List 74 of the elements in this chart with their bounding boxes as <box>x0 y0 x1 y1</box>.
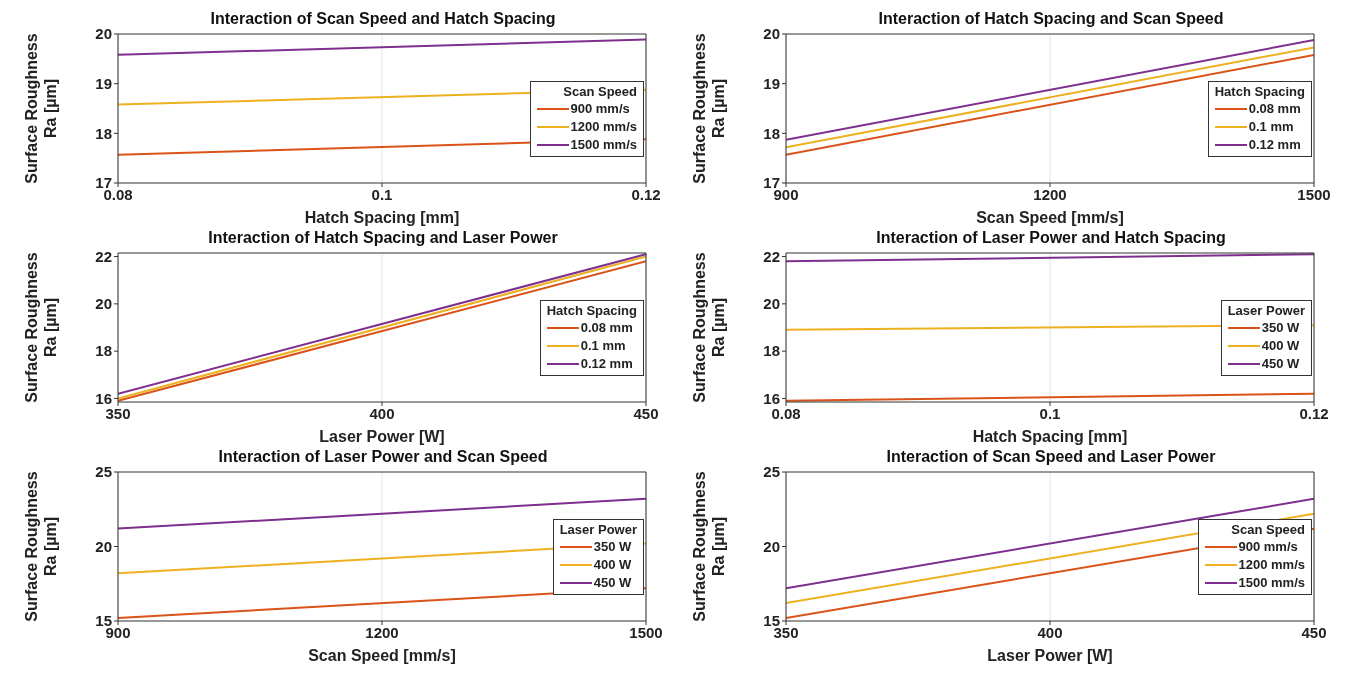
legend-title: Scan Speed <box>1230 522 1305 537</box>
y-tick-label: 20 <box>763 537 780 555</box>
legend-label: 1500 mm/s <box>570 136 637 154</box>
y-tick-label: 20 <box>95 25 112 43</box>
x-tick-label: 1200 <box>365 623 399 641</box>
x-axis-title: Hatch Spacing [mm] <box>304 209 460 226</box>
chart-title: Interaction of Laser Power and Scan Speed <box>217 448 549 466</box>
y-tick-label: 25 <box>763 463 780 481</box>
legend-label: 0.08 mm <box>1248 100 1301 118</box>
x-tick-label: 0.1 <box>1039 404 1061 422</box>
y-tick-label: 18 <box>763 124 780 142</box>
legend-label: 900 mm/s <box>1238 538 1298 556</box>
x-tick-label: 400 <box>369 404 395 422</box>
y-tick-label: 20 <box>95 537 112 555</box>
y-tick-label: 18 <box>763 342 780 360</box>
y-axis-title: Surface Roughness Ra [µm] <box>23 252 59 403</box>
legend-title: Laser Power <box>559 522 637 537</box>
legend-label: 0.1 mm <box>1248 118 1294 136</box>
legend-label: 400 W <box>1261 337 1300 355</box>
legend-label: 1500 mm/s <box>1238 574 1305 592</box>
legend-label: 0.08 mm <box>580 319 633 337</box>
chart-title: Interaction of Hatch Spacing and Laser Power <box>207 229 559 247</box>
y-tick-label: 22 <box>763 247 780 265</box>
y-tick-label: 16 <box>95 389 112 407</box>
y-axis-title: Surface Roughness Ra [µm] <box>691 471 727 622</box>
y-tick-label: 20 <box>95 295 112 313</box>
chart-title: Interaction of Hatch Spacing and Scan Speed <box>877 10 1225 28</box>
x-axis-title: Laser Power [W] <box>987 647 1113 664</box>
x-tick-label: 450 <box>1301 623 1327 641</box>
x-tick-label: 0.12 <box>1299 404 1329 422</box>
x-tick-label: 400 <box>1037 623 1063 641</box>
y-tick-label: 19 <box>95 74 112 92</box>
y-tick-label: 20 <box>763 295 780 313</box>
legend-label: 1200 mm/s <box>570 118 637 136</box>
y-tick-label: 18 <box>95 124 112 142</box>
legend-label: 900 mm/s <box>570 100 630 118</box>
y-axis-title: Surface Roughness Ra [µm] <box>23 33 59 184</box>
legend-title: Hatch Spacing <box>546 303 637 318</box>
legend-title: Scan Speed <box>562 84 637 99</box>
chart-title: Interaction of Scan Speed and Laser Power <box>885 448 1217 466</box>
y-tick-label: 19 <box>763 74 780 92</box>
y-tick-label: 20 <box>763 25 780 43</box>
legend-title: Laser Power <box>1227 303 1305 318</box>
legend-label: 0.12 mm <box>1248 136 1301 154</box>
x-tick-label: 1200 <box>1033 185 1067 203</box>
legend-label: 350 W <box>1261 319 1300 337</box>
legend-label: 1200 mm/s <box>1238 556 1305 574</box>
legend-label: 450 W <box>593 574 632 592</box>
x-axis-title: Scan Speed [mm/s] <box>976 209 1124 226</box>
y-tick-label: 16 <box>763 389 780 407</box>
y-axis-title: Surface Roughness Ra [µm] <box>691 33 727 184</box>
chart-title: Interaction of Laser Power and Hatch Spacing <box>875 229 1227 247</box>
x-axis-title: Hatch Spacing [mm] <box>972 428 1128 445</box>
y-axis-title: Surface Roughness Ra [µm] <box>691 252 727 403</box>
x-tick-label: 1500 <box>1297 185 1331 203</box>
x-axis-title: Scan Speed [mm/s] <box>308 647 456 664</box>
x-tick-label: 350 <box>105 404 131 422</box>
x-tick-label: 0.1 <box>371 185 393 203</box>
y-tick-label: 22 <box>95 247 112 265</box>
x-axis-title: Laser Power [W] <box>319 428 445 445</box>
y-axis-title: Surface Roughness Ra [µm] <box>23 471 59 622</box>
legend-label: 350 W <box>593 538 632 556</box>
x-tick-label: 450 <box>633 404 659 422</box>
legend-title: Hatch Spacing <box>1214 84 1305 99</box>
y-tick-label: 18 <box>95 342 112 360</box>
x-tick-label: 1500 <box>629 623 663 641</box>
chart-title: Interaction of Scan Speed and Hatch Spacing <box>209 10 557 28</box>
legend-label: 0.1 mm <box>580 337 626 355</box>
legend-label: 0.12 mm <box>580 355 633 373</box>
legend-label: 400 W <box>593 556 632 574</box>
x-tick-label: 0.08 <box>771 404 801 422</box>
y-tick-label: 25 <box>95 463 112 481</box>
legend-label: 450 W <box>1261 355 1300 373</box>
x-tick-label: 0.12 <box>631 185 661 203</box>
